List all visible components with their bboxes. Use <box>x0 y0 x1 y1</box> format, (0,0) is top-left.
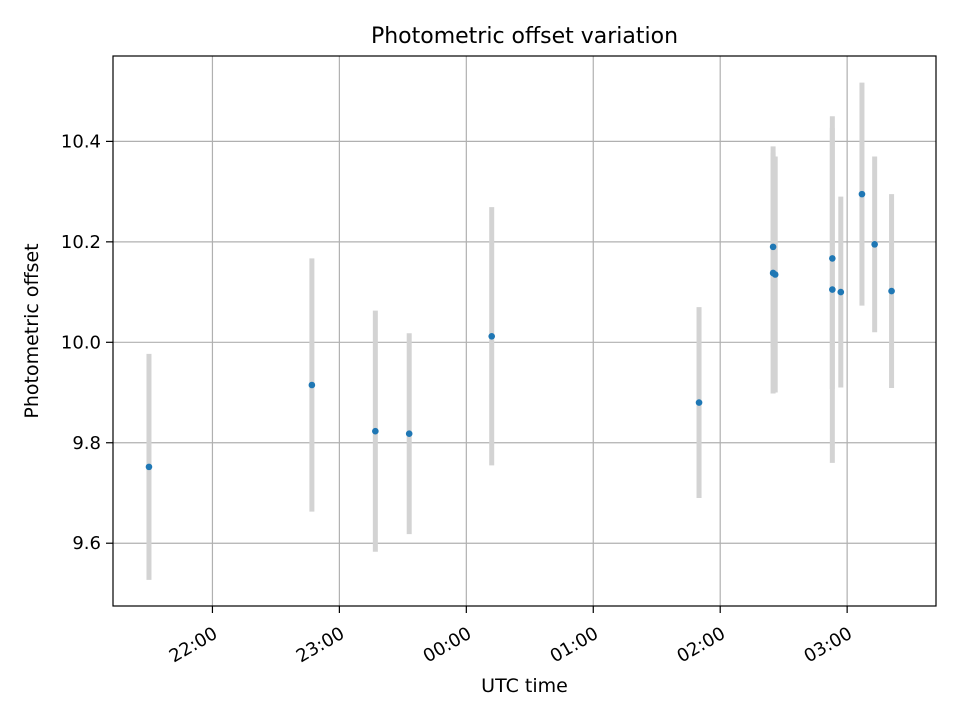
y-tick-label: 10.2 <box>61 232 101 253</box>
data-point <box>769 243 777 251</box>
x-tick-label: 01:00 <box>547 623 602 667</box>
x-tick-label: 22:00 <box>166 623 221 667</box>
x-axis-label: UTC time <box>481 675 568 697</box>
data-point <box>871 241 878 248</box>
y-axis-ticks: 9.6 9.8 10.0 10.2 10.4 <box>61 131 113 554</box>
chart-title: Photometric offset variation <box>371 24 678 49</box>
x-tick-label: 03:00 <box>801 623 856 667</box>
x-axis-ticks: 22:00 23:00 00:00 01:00 02:00 03:00 <box>166 606 856 667</box>
data-point <box>695 399 703 406</box>
data-point <box>888 287 895 295</box>
data-point <box>771 271 779 278</box>
plot-frame <box>112 55 937 607</box>
y-tick-label: 10.0 <box>61 332 101 353</box>
data-point <box>372 427 379 435</box>
error-bars <box>146 82 895 580</box>
y-axis-label: Photometric offset <box>21 243 43 418</box>
y-tick-label: 10.4 <box>61 131 101 152</box>
x-tick-label: 02:00 <box>674 623 729 667</box>
data-point <box>405 430 413 438</box>
data-point <box>145 463 153 471</box>
x-tick-label: 00:00 <box>420 623 475 667</box>
data-point <box>488 332 496 340</box>
data-point <box>308 381 316 389</box>
y-tick-label: 9.6 <box>72 533 101 554</box>
data-point <box>858 190 866 198</box>
data-point <box>829 255 836 262</box>
data-point <box>837 288 845 296</box>
y-tick-label: 9.8 <box>72 433 101 454</box>
grid <box>113 56 936 606</box>
data-points <box>145 190 895 471</box>
x-tick-label: 23:00 <box>293 623 348 667</box>
data-point <box>829 286 836 293</box>
